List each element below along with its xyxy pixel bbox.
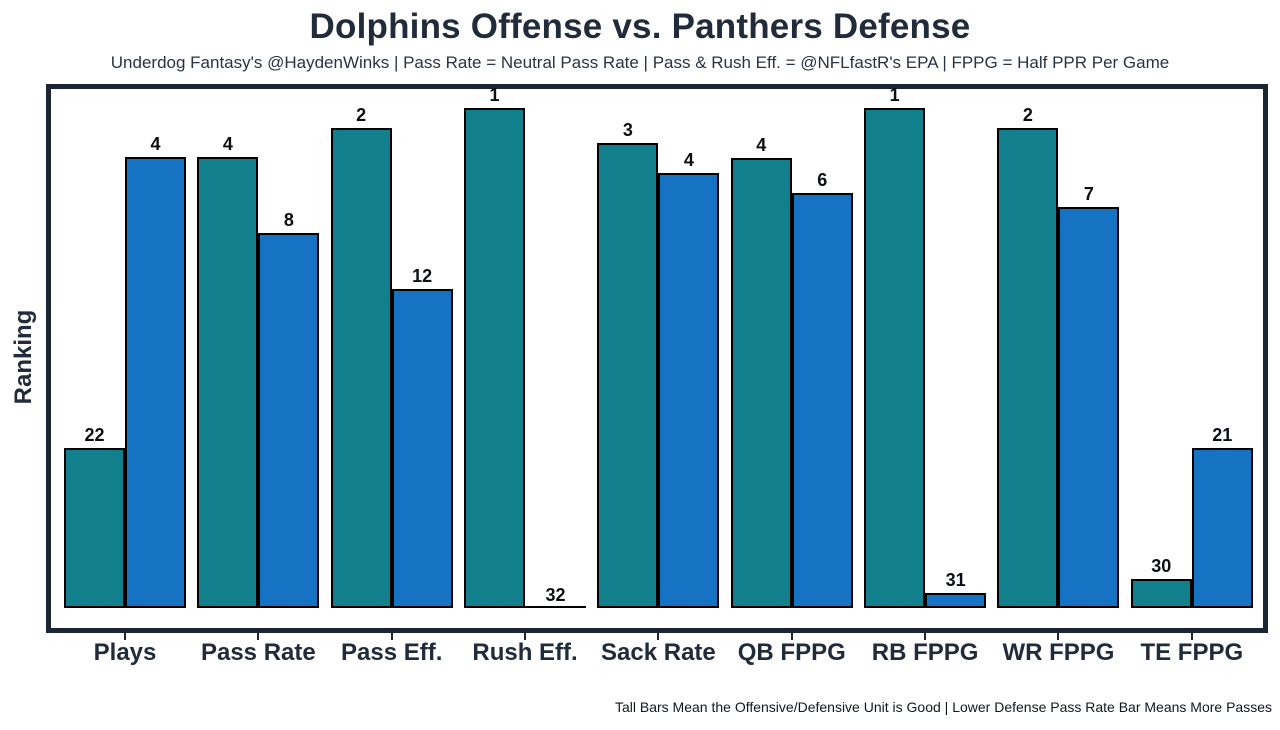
bar-value-panthers-defense-te-fppg: 21 bbox=[1212, 425, 1233, 445]
x-label-te-fppg: TE FPPG bbox=[1140, 639, 1244, 666]
x-tick-rb-fppg bbox=[924, 633, 927, 640]
x-label-qb-fppg: QB FPPG bbox=[737, 639, 846, 666]
bar-value-dolphins-offense-qb-fppg: 4 bbox=[756, 135, 767, 155]
bar-dolphins-offense-qb-fppg bbox=[730, 158, 792, 608]
bar-value-panthers-defense-rush-eff: 32 bbox=[545, 585, 566, 605]
x-label-pass-rate: Pass Rate bbox=[200, 639, 316, 666]
bar-value-panthers-defense-pass-eff: 12 bbox=[412, 266, 433, 286]
bar-value-dolphins-offense-sack-rate: 3 bbox=[622, 120, 633, 140]
x-tick-pass-rate bbox=[257, 633, 260, 640]
bar-value-panthers-defense-plays: 4 bbox=[150, 134, 161, 154]
plot-area: 22 4 4 8 2 12 1 32 3 4 4 6 1 31 2 7 30 21 bbox=[46, 84, 1268, 633]
x-tick-qb-fppg bbox=[790, 633, 793, 640]
bar-dolphins-offense-wr-fppg bbox=[997, 128, 1059, 608]
bar-value-dolphins-offense-wr-fppg: 2 bbox=[1022, 105, 1033, 125]
chart-footnote: Tall Bars Mean the Offensive/Defensive U… bbox=[614, 699, 1272, 715]
bar-value-panthers-defense-rb-fppg: 31 bbox=[945, 570, 966, 590]
bar-panthers-defense-rb-fppg bbox=[925, 593, 987, 608]
bar-value-panthers-defense-pass-rate: 8 bbox=[283, 210, 294, 230]
x-label-wr-fppg: WR FPPG bbox=[1002, 639, 1115, 666]
x-tick-wr-fppg bbox=[1057, 633, 1060, 640]
bar-value-dolphins-offense-te-fppg: 30 bbox=[1151, 556, 1172, 576]
x-label-pass-eff: Pass Eff. bbox=[340, 639, 443, 666]
bar-value-dolphins-offense-plays: 22 bbox=[84, 425, 105, 445]
bar-value-dolphins-offense-rb-fppg: 1 bbox=[889, 85, 900, 105]
bar-value-panthers-defense-sack-rate: 4 bbox=[683, 150, 694, 170]
bar-dolphins-offense-rush-eff bbox=[464, 108, 526, 608]
bar-dolphins-offense-sack-rate bbox=[597, 143, 659, 608]
bar-dolphins-offense-pass-eff bbox=[330, 128, 392, 608]
bar-value-dolphins-offense-pass-eff: 2 bbox=[356, 105, 367, 125]
bar-value-dolphins-offense-rush-eff: 1 bbox=[489, 85, 500, 105]
x-tick-plays bbox=[124, 633, 126, 640]
bar-dolphins-offense-plays bbox=[64, 448, 125, 608]
bar-panthers-defense-rush-eff bbox=[525, 606, 587, 608]
x-tick-te-fppg bbox=[1190, 633, 1193, 640]
bar-panthers-defense-plays bbox=[125, 157, 186, 608]
bar-panthers-defense-pass-rate bbox=[258, 233, 320, 608]
bar-panthers-defense-te-fppg bbox=[1191, 448, 1253, 608]
x-label-sack-rate: Sack Rate bbox=[601, 639, 716, 666]
x-tick-rush-eff bbox=[524, 633, 527, 640]
x-label-rush-eff: Rush Eff. bbox=[472, 639, 578, 666]
bar-value-panthers-defense-wr-fppg: 7 bbox=[1083, 184, 1094, 204]
bar-dolphins-offense-rb-fppg bbox=[864, 108, 926, 608]
chart-title: Dolphins Offense vs. Panthers Defense bbox=[309, 7, 971, 46]
bar-dolphins-offense-pass-rate bbox=[197, 157, 259, 608]
bar-value-panthers-defense-qb-fppg: 6 bbox=[817, 170, 828, 190]
bar-panthers-defense-wr-fppg bbox=[1058, 207, 1120, 608]
chart-subtitle: Underdog Fantasy's @HaydenWinks | Pass R… bbox=[110, 53, 1170, 72]
bar-panthers-defense-sack-rate bbox=[658, 173, 720, 608]
y-axis-label: Ranking bbox=[10, 309, 37, 405]
bar-panthers-defense-pass-eff bbox=[391, 289, 453, 608]
x-tick-pass-eff bbox=[390, 633, 393, 640]
bar-panthers-defense-qb-fppg bbox=[791, 193, 853, 608]
bar-value-dolphins-offense-pass-rate: 4 bbox=[222, 134, 233, 154]
x-label-plays: Plays bbox=[93, 639, 157, 666]
x-label-rb-fppg: RB FPPG bbox=[871, 639, 979, 666]
x-tick-sack-rate bbox=[657, 633, 660, 640]
bar-dolphins-offense-te-fppg bbox=[1130, 579, 1192, 608]
